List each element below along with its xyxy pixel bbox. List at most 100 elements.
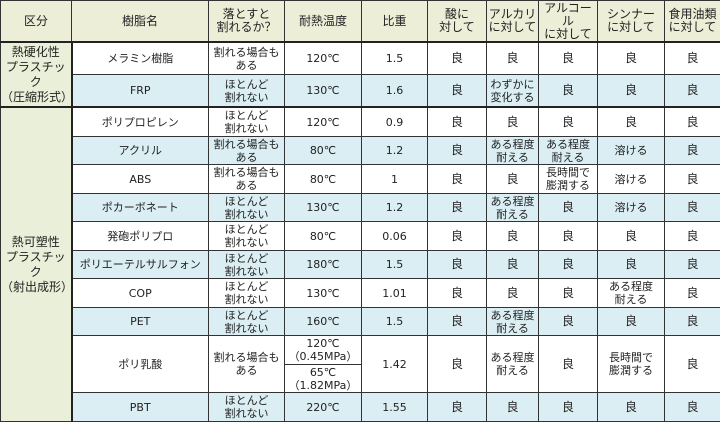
oil-resistance-cell: 良: [664, 249, 720, 280]
alcohol-resistance-cell: 長時間で 膨潤する: [538, 164, 598, 194]
specific-gravity-cell: 1.2: [361, 192, 428, 223]
alkali-resistance-cell: ある程度 耐える: [486, 335, 539, 394]
table-row: PBT ほとんど 割れない 220℃ 1.55 良良良良良: [1, 392, 720, 422]
specific-gravity-cell: 1.5: [361, 306, 428, 337]
heat-resistance-cell: 65℃ （1.82MPa）: [284, 363, 362, 394]
alcohol-resistance-cell: 良: [538, 192, 598, 223]
header-row: 区分 樹脂名 落とすと 割れるか？ 耐熱温度 比重 酸に 対して アルカリ に対して アルコー…: [0, 0, 720, 43]
alkali-resistance-cell: 良: [486, 164, 539, 194]
oil-resistance-cell: 良: [664, 306, 720, 337]
thinner-resistance-cell: 良: [597, 249, 665, 280]
thinner-resistance-cell: 良: [597, 41, 665, 76]
drop-breakage-cell: ほとんど 割れない: [208, 106, 285, 137]
drop-breakage-cell: ほとんど 割れない: [208, 221, 285, 251]
specific-gravity-cell: 0.9: [361, 106, 428, 137]
oil-resistance-cell: 良: [664, 392, 720, 422]
alcohol-resistance-cell: 良: [538, 335, 598, 394]
alkali-resistance-cell: 良: [486, 106, 539, 137]
acid-resistance-cell: 良: [427, 221, 487, 251]
thinner-resistance-cell: 良: [597, 392, 665, 422]
table-row: PET ほとんど 割れない 160℃ 1.5 良ある程度 耐える良良良: [1, 306, 720, 337]
oil-resistance-cell: 良: [664, 106, 720, 137]
resin-name-cell: ポリ乳酸: [71, 335, 209, 394]
column-header: アルカリ に対して: [486, 0, 539, 43]
table-row: 熱硬化性 プラスチック （圧縮形式） メラミン樹脂 割れる場合も ある 120℃ 1.5…: [0, 41, 720, 108]
acid-resistance-cell: 良: [427, 335, 487, 394]
oil-resistance-cell: 良: [664, 335, 720, 394]
drop-breakage-cell: ほとんど 割れない: [208, 249, 285, 280]
specific-gravity-cell: 1.01: [361, 278, 428, 308]
heat-resistance-cell: 130℃: [284, 74, 362, 108]
heat-resistance-cell: 80℃: [284, 135, 362, 166]
heat-resistance-cell: 80℃: [284, 164, 362, 194]
alcohol-resistance-cell: 良: [538, 74, 598, 108]
thinner-resistance-cell: 良: [597, 106, 665, 137]
table-row: ABS 割れる場合も ある 80℃ 1 良良長時間で 膨潤する 溶ける良: [1, 164, 720, 194]
oil-resistance-cell: 良: [664, 41, 720, 76]
alkali-resistance-cell: ある程度 耐える: [486, 135, 539, 166]
heat-resistance-cell: 130℃: [284, 278, 362, 308]
specific-gravity-cell: 0.06: [361, 221, 428, 251]
acid-resistance-cell: 良: [427, 135, 487, 166]
alcohol-resistance-cell: 良: [538, 392, 598, 422]
table-row: ポリエーテルサルフォン ほとんど 割れない 180℃ 1.5 良良良良良: [1, 249, 720, 280]
resin-name-cell: メラミン樹脂: [71, 41, 209, 76]
drop-breakage-cell: ほとんど 割れない: [208, 278, 285, 308]
acid-resistance-cell: 良: [427, 392, 487, 422]
alkali-resistance-cell: 良: [486, 392, 539, 422]
column-header: 樹脂名: [71, 0, 209, 43]
table-row: ポカーボネート ほとんど 割れない 130℃ 1.2 良ある程度 耐える良溶ける良: [1, 192, 720, 223]
resin-name-cell: アクリル: [71, 135, 209, 166]
table-row: アクリル 割れる場合も ある 80℃ 1.2 良ある程度 耐える ある程度 耐える 溶ける良: [1, 135, 720, 166]
heat-resistance-cell: 130℃: [284, 192, 362, 223]
alcohol-resistance-cell: 良: [538, 41, 598, 76]
resin-name-cell: ポリプロピレン: [71, 106, 209, 137]
oil-resistance-cell: 良: [664, 221, 720, 251]
acid-resistance-cell: 良: [427, 192, 487, 223]
column-header: 区分: [0, 0, 72, 43]
alkali-resistance-cell: わずかに 変化する: [486, 74, 539, 108]
drop-breakage-cell: ほとんど 割れない: [208, 192, 285, 223]
alcohol-resistance-cell: 良: [538, 306, 598, 337]
alcohol-resistance-cell: 良: [538, 249, 598, 280]
thinner-resistance-cell: 溶ける: [597, 135, 665, 166]
thinner-resistance-cell: 溶ける: [597, 192, 665, 223]
resin-name-cell: ポリエーテルサルフォン: [71, 249, 209, 280]
resin-name-cell: ポカーボネート: [71, 192, 209, 223]
heat-resistance-cell: 120℃ （0.45MPa）: [284, 335, 362, 365]
acid-resistance-cell: 良: [427, 106, 487, 137]
category-cell: 熱可塑性 プラスチック （射出成形）: [0, 106, 73, 422]
thinner-resistance-cell: 溶ける: [597, 164, 665, 194]
oil-resistance-cell: 良: [664, 278, 720, 308]
heat-resistance-cell: 80℃: [284, 221, 362, 251]
column-header: シンナー に対して: [597, 0, 665, 43]
thinner-resistance-cell: 長時間で 膨潤する: [597, 335, 665, 394]
table-row: COP ほとんど 割れない 130℃ 1.01 良良良ある程度 耐える良: [1, 278, 720, 308]
drop-breakage-cell: 割れる場合も ある: [208, 164, 285, 194]
acid-resistance-cell: 良: [427, 249, 487, 280]
alkali-resistance-cell: 良: [486, 278, 539, 308]
alcohol-resistance-cell: 良: [538, 106, 598, 137]
drop-breakage-cell: ほとんど 割れない: [208, 392, 285, 422]
heat-resistance-cell: 220℃: [284, 392, 362, 422]
specific-gravity-cell: 1.5: [361, 41, 428, 76]
drop-breakage-cell: 割れる場合も ある: [208, 135, 285, 166]
alkali-resistance-cell: ある程度 耐える: [486, 306, 539, 337]
oil-resistance-cell: 良: [664, 192, 720, 223]
column-header: 酸に 対して: [427, 0, 487, 43]
alcohol-resistance-cell: ある程度 耐える: [538, 135, 598, 166]
drop-breakage-cell: ほとんど 割れない: [208, 74, 285, 108]
thinner-resistance-cell: 良: [597, 306, 665, 337]
column-header: 落とすと 割れるか？: [208, 0, 285, 43]
alkali-resistance-cell: 良: [486, 249, 539, 280]
resin-name-cell: COP: [71, 278, 209, 308]
column-header: 耐熱温度: [284, 0, 362, 43]
acid-resistance-cell: 良: [427, 41, 487, 76]
acid-resistance-cell: 良: [427, 306, 487, 337]
specific-gravity-cell: 1.5: [361, 249, 428, 280]
alcohol-resistance-cell: 良: [538, 278, 598, 308]
resin-name-cell: PBT: [71, 392, 209, 422]
resin-name-cell: 発砲ポリプロ: [71, 221, 209, 251]
oil-resistance-cell: 良: [664, 74, 720, 108]
